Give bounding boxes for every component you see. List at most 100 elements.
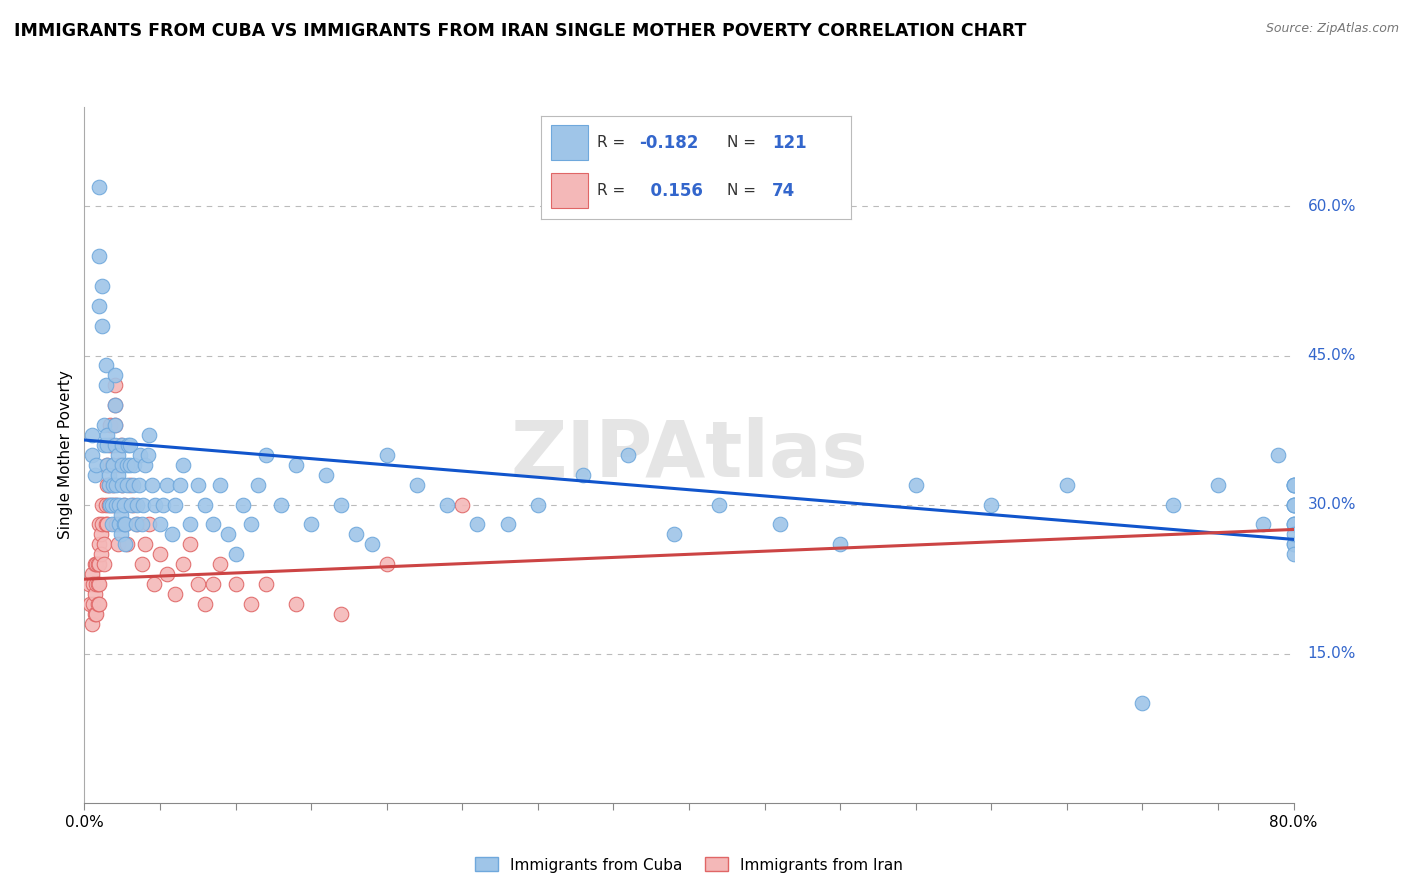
Point (111, 458, 134, 472)
Point (100, 498, 122, 512)
Point (96, 428, 118, 442)
Point (163, 498, 186, 512)
Point (141, 477, 163, 491)
Point (1282, 498, 1305, 512)
Point (330, 607, 353, 621)
Point (89, 597, 111, 611)
Point (93, 418, 115, 433)
Text: 45.0%: 45.0% (1308, 348, 1355, 363)
Point (115, 477, 138, 491)
Text: 121: 121 (772, 134, 807, 152)
Point (90, 527, 112, 541)
Point (79, 597, 101, 611)
Point (179, 517, 201, 532)
Point (104, 398, 127, 412)
Point (254, 448, 277, 462)
Point (1161, 498, 1184, 512)
Point (299, 517, 322, 532)
Point (118, 438, 141, 452)
Point (375, 448, 398, 462)
Bar (551, 125, 588, 160)
Point (87, 577, 110, 591)
Point (1282, 477, 1305, 491)
Point (115, 458, 138, 472)
Point (1282, 517, 1305, 532)
Point (122, 458, 145, 472)
Point (111, 438, 134, 452)
Point (84, 587, 107, 601)
Point (451, 498, 474, 512)
Point (89, 517, 111, 532)
Point (84, 467, 107, 482)
Point (406, 477, 429, 491)
Point (1282, 498, 1305, 512)
Point (101, 498, 124, 512)
Point (187, 577, 209, 591)
Point (105, 498, 128, 512)
Point (118, 477, 141, 491)
Point (87, 558, 110, 572)
Text: R =: R = (598, 135, 630, 150)
Point (91, 498, 114, 512)
Point (111, 477, 134, 491)
Point (97, 477, 120, 491)
Point (142, 577, 165, 591)
Point (209, 558, 232, 572)
Point (1282, 498, 1305, 512)
Point (94, 517, 117, 532)
Point (254, 577, 277, 591)
Point (127, 498, 149, 512)
Point (270, 498, 292, 512)
Point (617, 448, 640, 462)
Point (1251, 517, 1274, 532)
Point (86, 458, 108, 472)
Point (1282, 477, 1305, 491)
Point (284, 458, 308, 472)
Point (96, 477, 118, 491)
Point (91, 279, 114, 293)
Point (98, 438, 121, 452)
Point (315, 467, 337, 482)
Point (134, 458, 156, 472)
Point (96, 438, 118, 452)
Point (1056, 477, 1078, 491)
Point (82, 577, 104, 591)
Point (132, 498, 155, 512)
Point (1206, 477, 1229, 491)
Point (125, 517, 148, 532)
Text: Source: ZipAtlas.com: Source: ZipAtlas.com (1265, 22, 1399, 36)
Point (91, 318, 114, 333)
Point (114, 517, 136, 532)
Y-axis label: Single Mother Poverty: Single Mother Poverty (58, 370, 73, 540)
Text: 30.0%: 30.0% (1308, 497, 1355, 512)
Point (97, 498, 120, 512)
Point (904, 477, 927, 491)
Point (93, 438, 115, 452)
Point (94, 378, 117, 392)
Point (100, 458, 122, 472)
Point (96, 517, 118, 532)
Point (134, 537, 156, 551)
Point (118, 458, 141, 472)
Point (110, 527, 132, 541)
Point (108, 458, 131, 472)
Point (104, 418, 127, 433)
Point (375, 558, 398, 572)
Bar (551, 173, 588, 208)
Point (107, 467, 129, 482)
Point (91, 517, 114, 532)
Point (114, 537, 136, 551)
Point (239, 517, 262, 532)
Point (156, 477, 179, 491)
Point (138, 517, 160, 532)
Text: 74: 74 (772, 182, 794, 200)
Point (217, 527, 239, 541)
Point (96, 458, 118, 472)
Text: 15.0%: 15.0% (1308, 646, 1355, 661)
Point (80, 428, 103, 442)
Point (194, 597, 217, 611)
Point (128, 477, 150, 491)
Point (1267, 448, 1289, 462)
Point (115, 537, 138, 551)
Point (97, 467, 120, 482)
